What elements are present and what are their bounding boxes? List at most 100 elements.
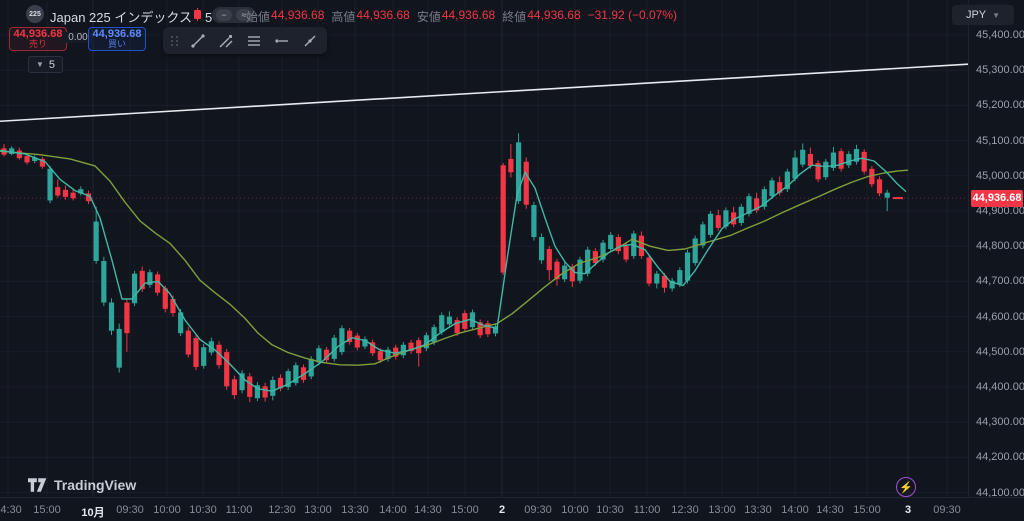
interval-value: 5 (48, 58, 56, 71)
candle-body (408, 342, 414, 352)
candle-body (684, 252, 691, 281)
close-label: 終値 (502, 10, 527, 24)
chart-canvas[interactable] (0, 0, 968, 497)
cross-line-icon[interactable] (301, 32, 319, 50)
candle-body (731, 212, 737, 225)
candle-body (131, 273, 138, 304)
close-value: 44,936.68 (527, 8, 581, 22)
candle-body (446, 316, 453, 325)
candle-body (439, 315, 445, 333)
time-axis-label: 10:00 (561, 504, 589, 516)
price-axis-label: 44,900.00 (976, 205, 1024, 217)
high-label: 高値 (331, 10, 356, 24)
minimize-icon[interactable]: − (216, 9, 232, 21)
time-axis-label: 10月 (81, 507, 105, 519)
horizontal-ray-icon[interactable] (273, 32, 291, 50)
candle-body (385, 349, 391, 359)
candle-body (224, 352, 230, 387)
current-price-tag: 44,936.68 (971, 189, 1023, 207)
trend-line-drawing[interactable] (0, 63, 968, 123)
price-axis-label: 44,200.00 (976, 451, 1024, 464)
candle-body (85, 193, 92, 202)
trend-line-icon[interactable] (189, 32, 207, 50)
price-axis[interactable]: 44,936.68 45,400.00 45,300.00 45,200.00 45,… (968, 0, 1024, 499)
candle-body (393, 347, 399, 357)
candle-body (846, 153, 852, 166)
candle-body (39, 158, 45, 167)
candle-body (247, 376, 253, 397)
candle-body (669, 280, 675, 289)
sell-label: 売り (28, 39, 47, 50)
time-axis[interactable]: ⚙ 14:3015:0010月09:3010:0010:3011:0012:30… (0, 497, 1024, 521)
tradingview-mark-icon (28, 478, 47, 492)
parallel-lines-icon[interactable] (245, 32, 263, 50)
candle-body (523, 161, 529, 205)
last-price-tick (893, 197, 903, 200)
candle-body (746, 196, 752, 214)
candle-body (239, 373, 245, 391)
candle-body (707, 213, 714, 235)
price-axis-label: 44,300.00 (976, 416, 1024, 429)
time-axis-label: 3 (904, 504, 912, 516)
candle-body (339, 328, 345, 353)
candle-body (608, 234, 614, 250)
candle-body (101, 260, 107, 303)
candle-body (116, 328, 122, 368)
time-axis-label: 2 (498, 504, 506, 516)
candle-body (431, 327, 437, 343)
price-axis-label: 44,500.00 (976, 345, 1024, 358)
candle-body (508, 158, 514, 173)
candle-body (108, 302, 115, 331)
candle-body (577, 259, 583, 281)
flash-icon[interactable]: ⚡ (896, 477, 916, 497)
sell-button[interactable]: 44,936.68 売り (9, 27, 67, 51)
candle-body (155, 274, 161, 293)
candle-body (738, 206, 744, 223)
interval-chip[interactable]: ▼ 5 (28, 56, 64, 73)
price-axis-label: 44,800.00 (976, 240, 1024, 253)
candle-body (531, 205, 537, 238)
candle-body (784, 171, 790, 190)
candle-body (370, 342, 376, 354)
info-line-icon[interactable] (217, 32, 235, 50)
price-axis-label: 45,300.00 (976, 64, 1024, 77)
price-axis-label: 44,600.00 (976, 310, 1024, 323)
candle-body (830, 152, 837, 169)
open-value: 44,936.68 (271, 8, 325, 22)
candle-body (454, 320, 460, 334)
candle-body (24, 156, 30, 163)
candle-body (723, 210, 729, 227)
candle-body (615, 237, 621, 252)
time-axis-label: 11:00 (633, 504, 661, 516)
candle-body (216, 344, 222, 366)
candle-body (692, 238, 698, 264)
price-axis-label: 45,100.00 (976, 134, 1024, 147)
price-axis-label: 44,100.00 (976, 486, 1024, 499)
drag-handle-icon[interactable] (171, 35, 179, 46)
candle-body (78, 189, 84, 194)
candle-body (124, 302, 130, 334)
wave-icon[interactable]: ≈ (236, 9, 252, 21)
buy-button[interactable]: 44,936.68 買い (88, 27, 146, 51)
buy-label: 買い (107, 39, 126, 50)
drawing-toolbar[interactable] (163, 27, 327, 54)
header-quick-actions[interactable]: − ≈ (212, 7, 256, 23)
time-axis-label: 15:00 (451, 504, 479, 516)
candle-body (485, 323, 491, 335)
tradingview-logo[interactable]: TradingView (28, 477, 136, 493)
candle-body (777, 182, 783, 193)
price-axis-label: 44,700.00 (976, 275, 1024, 288)
price-axis-label: 44,400.00 (976, 381, 1024, 393)
spread-value: 0.00 (62, 32, 94, 43)
price-axis-label: 45,000.00 (976, 169, 1024, 182)
candle-body (477, 322, 483, 336)
candle-body (585, 249, 591, 274)
time-axis-label: 11:00 (225, 504, 253, 516)
symbol-logo-badge[interactable]: 225 (26, 5, 44, 23)
buy-price: 44,936.68 (92, 27, 142, 40)
currency-selector[interactable]: JPY ▼ (952, 5, 1014, 25)
time-axis-label: 13:30 (341, 504, 369, 516)
time-axis-label: 14:00 (379, 504, 407, 516)
candle-body (270, 379, 276, 396)
